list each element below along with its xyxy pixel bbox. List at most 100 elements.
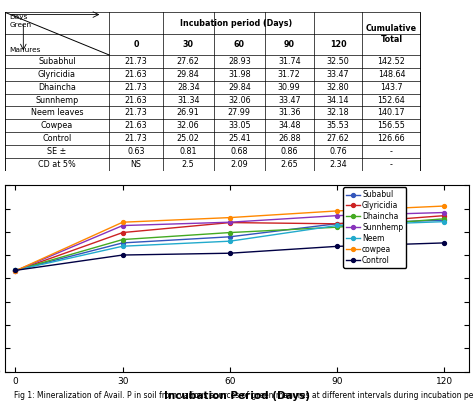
Text: 31.72: 31.72 [278,70,301,79]
Sunnhemp [120,223,126,228]
Text: 25.41: 25.41 [228,134,251,143]
Text: 21.73: 21.73 [125,57,147,66]
Text: 0.86: 0.86 [281,147,298,156]
Neem [441,219,447,224]
Text: Neem leaves: Neem leaves [31,108,83,117]
Text: Manures: Manures [9,48,41,53]
Neem [120,244,126,249]
Control [227,251,233,256]
Text: 34.48: 34.48 [278,121,301,130]
Dhaincha [13,268,18,273]
Text: 31.98: 31.98 [228,70,251,79]
Neem [334,223,340,228]
Text: -: - [390,147,393,156]
Line: Neem: Neem [14,220,446,272]
Subabul [334,221,340,226]
Text: 27.62: 27.62 [327,134,349,143]
Dhaincha [441,216,447,221]
Dhaincha [227,230,233,235]
Text: Cumulative
Total: Cumulative Total [366,24,417,44]
Text: 2.65: 2.65 [281,160,298,169]
Text: 35.53: 35.53 [327,121,349,130]
Text: Dhaincha: Dhaincha [38,83,76,92]
Text: 32.06: 32.06 [228,96,251,105]
Dhaincha [120,237,126,242]
cowpea [13,268,18,273]
Text: Incubation period (Days): Incubation period (Days) [180,19,292,28]
Sunnhemp [227,220,233,225]
Text: 32.06: 32.06 [177,121,200,130]
Text: Green: Green [9,22,31,28]
Text: 26.91: 26.91 [177,108,200,117]
Text: 32.18: 32.18 [327,108,349,117]
cowpea [227,215,233,220]
Glyricidia [227,220,233,225]
Text: 29.84: 29.84 [228,83,251,92]
Text: 31.34: 31.34 [177,96,200,105]
Text: 0: 0 [133,40,139,49]
Text: 32.80: 32.80 [327,83,349,92]
Glyricidia [334,221,340,226]
Neem [13,268,18,273]
Bar [5,12,420,171]
Text: 21.73: 21.73 [125,134,147,143]
Text: 31.74: 31.74 [278,57,301,66]
Text: 21.63: 21.63 [125,121,147,130]
Text: 31.36: 31.36 [278,108,301,117]
Text: Glyricidia: Glyricidia [38,70,76,79]
Sunnhemp [13,268,18,273]
Text: 0.76: 0.76 [329,147,347,156]
Text: 21.73: 21.73 [125,83,147,92]
Line: Glyricidia: Glyricidia [14,214,446,273]
Text: 120: 120 [330,40,346,49]
Text: 140.17: 140.17 [378,108,405,117]
Text: CD at 5%: CD at 5% [38,160,76,169]
Text: 60: 60 [234,40,245,49]
Text: 143.7: 143.7 [380,83,403,92]
Sunnhemp [441,210,447,215]
Text: 2.34: 2.34 [329,160,347,169]
Text: 28.93: 28.93 [228,57,251,66]
Text: Fig 1: Mineralization of Avail. P in soil from various sources of green manures : Fig 1: Mineralization of Avail. P in soi… [14,391,474,400]
Text: 21.63: 21.63 [125,70,147,79]
Text: 26.88: 26.88 [278,134,301,143]
Text: 0.68: 0.68 [230,147,248,156]
Text: 33.47: 33.47 [327,70,349,79]
Neem [227,239,233,244]
Text: 90: 90 [284,40,295,49]
Control [441,241,447,245]
Text: SE ±: SE ± [47,147,67,156]
Glyricidia [441,213,447,218]
Text: 34.14: 34.14 [327,96,349,105]
Text: 33.47: 33.47 [278,96,301,105]
Line: Sunnhemp: Sunnhemp [14,210,446,273]
X-axis label: Incubation Period (Days): Incubation Period (Days) [164,391,310,401]
cowpea [441,204,447,208]
Text: 2.09: 2.09 [230,160,248,169]
Text: -: - [390,160,393,169]
cowpea [334,208,340,213]
Control [13,268,18,273]
Text: Sunnhemp: Sunnhemp [36,96,79,105]
Dhaincha [334,225,340,230]
Sunnhemp [334,213,340,218]
Text: 0.81: 0.81 [180,147,197,156]
Control [334,244,340,249]
Subabul [227,234,233,239]
Legend: Subabul, Glyricidia, Dhaincha, Sunnhemp, Neem, cowpea, Control: Subabul, Glyricidia, Dhaincha, Sunnhemp,… [343,187,406,268]
Line: Subabul: Subabul [14,218,446,272]
Text: 25.02: 25.02 [177,134,200,143]
Text: 27.62: 27.62 [177,57,200,66]
Text: 2.5: 2.5 [182,160,195,169]
Text: Cowpea: Cowpea [41,121,73,130]
Text: 33.05: 33.05 [228,121,251,130]
Text: Subabhul: Subabhul [38,57,76,66]
Subabul [13,268,18,273]
Line: Control: Control [14,241,446,272]
Text: 28.34: 28.34 [177,83,200,92]
Text: 148.64: 148.64 [378,70,405,79]
Text: 27.99: 27.99 [228,108,251,117]
Subabul [441,218,447,223]
cowpea [120,220,126,225]
Text: 32.50: 32.50 [327,57,349,66]
